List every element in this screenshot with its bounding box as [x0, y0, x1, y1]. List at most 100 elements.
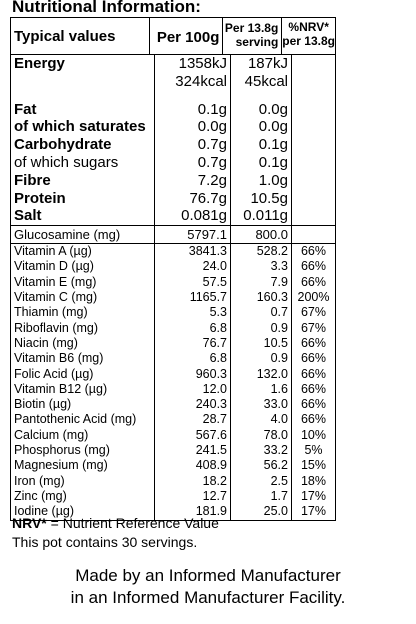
nrv-value: 67%	[300, 305, 327, 320]
nrv-value: 66%	[300, 274, 327, 289]
header-typical-values: Typical values	[11, 18, 150, 54]
table-row: Vitamin C (mg) 1165.7 160.3 200%	[11, 290, 335, 306]
table-row: Vitamin A (µg) 3841.3 528.2 66%	[11, 244, 335, 260]
nutrient-name: Iodine (µg)	[11, 504, 155, 520]
serving-value: 2.5	[231, 473, 292, 489]
nrv-value: 66%	[300, 397, 327, 412]
serving-value: 528.2	[231, 244, 292, 260]
serving-value: 25.0	[231, 504, 292, 520]
table-row: Vitamin D (µg) 24.0 3.3 66%	[11, 259, 335, 275]
table-row: of which sugars 0.7g 0.1g	[11, 153, 335, 172]
serving-value: 0.0g	[231, 118, 292, 137]
nutrient-name: Iron (mg)	[11, 473, 155, 489]
per100-value: 18.2	[155, 473, 231, 489]
serving-value: 0.9	[231, 351, 292, 367]
nrv-value: 17%	[300, 504, 327, 519]
per100-value: 241.5	[155, 443, 231, 459]
nrv-value: 66%	[300, 366, 327, 381]
footer-line-2: in an Informed Manufacturer Facility.	[70, 588, 346, 607]
nutrient-name: Fibre	[11, 171, 155, 190]
serving-value: 1.7	[231, 488, 292, 505]
per100-value: 240.3	[155, 397, 231, 413]
serving-value: 132.0	[231, 366, 292, 382]
table-row: Pantothenic Acid (mg) 28.7 4.0 66%	[11, 412, 335, 428]
nrv-value	[292, 154, 335, 172]
spacer-row	[11, 90, 335, 101]
table-row: Zinc (mg) 12.7 1.7 17%	[11, 488, 335, 505]
serving-value: 0.011g	[231, 207, 292, 226]
nutrient-name: Phosphorus (mg)	[11, 443, 155, 459]
serving-value: 1.6	[231, 381, 292, 398]
serving-value: 0.7	[231, 305, 292, 321]
serving-value: 4.0	[231, 412, 292, 428]
nutrient-name: Vitamin C (mg)	[11, 290, 155, 306]
serving-value: 7.9	[231, 274, 292, 291]
nrv-value: 66%	[300, 244, 327, 259]
energy-label: Energy	[11, 55, 155, 73]
table-row: Vitamin B12 (µg) 12.0 1.6 66%	[11, 381, 335, 398]
per100-value: 76.7g	[155, 189, 231, 208]
per100-value: 0.0g	[155, 118, 231, 137]
nutrient-name: Calcium (mg)	[11, 427, 155, 444]
nrv-value: 18%	[300, 473, 327, 488]
per100-value: 567.6	[155, 427, 231, 444]
table-row: Thiamin (mg) 5.3 0.7 67%	[11, 305, 335, 321]
nrv-value: 66%	[300, 335, 327, 350]
per100-value: 12.0	[155, 381, 231, 398]
table-row: Vitamin B6 (mg) 6.8 0.9 66%	[11, 351, 335, 367]
nrv-value: 66%	[300, 381, 327, 396]
nutrient-name: Riboflavin (mg)	[11, 320, 155, 336]
table-row: Calcium (mg) 567.6 78.0 10%	[11, 427, 335, 444]
nrv-note: NRV* = Nutrient Reference Value	[12, 515, 219, 531]
nrv-value: 66%	[300, 259, 327, 274]
serving-value: 78.0	[231, 427, 292, 444]
glucosamine-label: Glucosamine (mg)	[11, 226, 155, 244]
nutrient-name: Thiamin (mg)	[11, 305, 155, 321]
per100-value: 7.2g	[155, 171, 231, 190]
serving-value: 160.3	[231, 290, 292, 306]
nutrition-table: Typical values Per 100g Per 13.8g serving…	[10, 17, 336, 521]
energy-kj-per100: 1358kJ	[155, 55, 231, 73]
header-per-serving: Per 13.8g serving	[223, 18, 283, 54]
serving-value: 0.1g	[231, 153, 292, 172]
glucosamine-per100: 5797.1	[155, 226, 231, 244]
serving-value: 10.5g	[231, 189, 292, 208]
nrv-value	[292, 101, 335, 119]
energy-kcal-row: 324kcal 45kcal	[11, 72, 335, 91]
per100-value: 1165.7	[155, 290, 231, 306]
table-row: of which saturates 0.0g 0.0g	[11, 118, 335, 137]
footer-line-1: Made by an Informed Manufacturer	[75, 566, 341, 585]
glucosamine-row: Glucosamine (mg) 5797.1 800.0	[11, 226, 335, 245]
per100-value: 76.7	[155, 335, 231, 352]
nrv-value: 10%	[300, 427, 327, 442]
nrv-value: 15%	[300, 458, 327, 473]
table-row: Vitamin E (mg) 57.5 7.9 66%	[11, 274, 335, 291]
header-per-100g: Per 100g	[150, 18, 224, 54]
nutrient-name: Biotin (µg)	[11, 397, 155, 413]
per100-value: 6.8	[155, 351, 231, 367]
nrv-value: 17%	[300, 488, 327, 503]
per100-value: 181.9	[155, 504, 231, 520]
nutrient-name: Vitamin D (µg)	[11, 259, 155, 275]
nutrient-name: of which saturates	[11, 118, 155, 137]
servings-note: This pot contains 30 servings.	[12, 534, 198, 550]
table-row: Magnesium (mg) 408.9 56.2 15%	[11, 458, 335, 474]
nutrient-name: Vitamin A (µg)	[11, 244, 155, 260]
nutrient-name: Salt	[11, 207, 155, 226]
table-row: Folic Acid (µg) 960.3 132.0 66%	[11, 366, 335, 382]
serving-value: 1.0g	[231, 171, 292, 190]
table-row: Biotin (µg) 240.3 33.0 66%	[11, 397, 335, 413]
nrv-value	[292, 190, 335, 208]
per100-value: 57.5	[155, 274, 231, 291]
table-row: Niacin (mg) 76.7 10.5 66%	[11, 335, 335, 352]
table-row: Carbohydrate 0.7g 0.1g	[11, 136, 335, 154]
nutrient-name: Vitamin B12 (µg)	[11, 381, 155, 398]
serving-value: 33.0	[231, 397, 292, 413]
table-row: Salt 0.081g 0.011g	[11, 207, 335, 226]
per100-value: 28.7	[155, 412, 231, 428]
nrv-value	[292, 118, 335, 136]
per100-value: 0.081g	[155, 207, 231, 226]
nutrient-name: Zinc (mg)	[11, 488, 155, 505]
table-row: Iodine (µg) 181.9 25.0 17%	[11, 504, 335, 520]
nrv-value: 66%	[300, 412, 327, 427]
